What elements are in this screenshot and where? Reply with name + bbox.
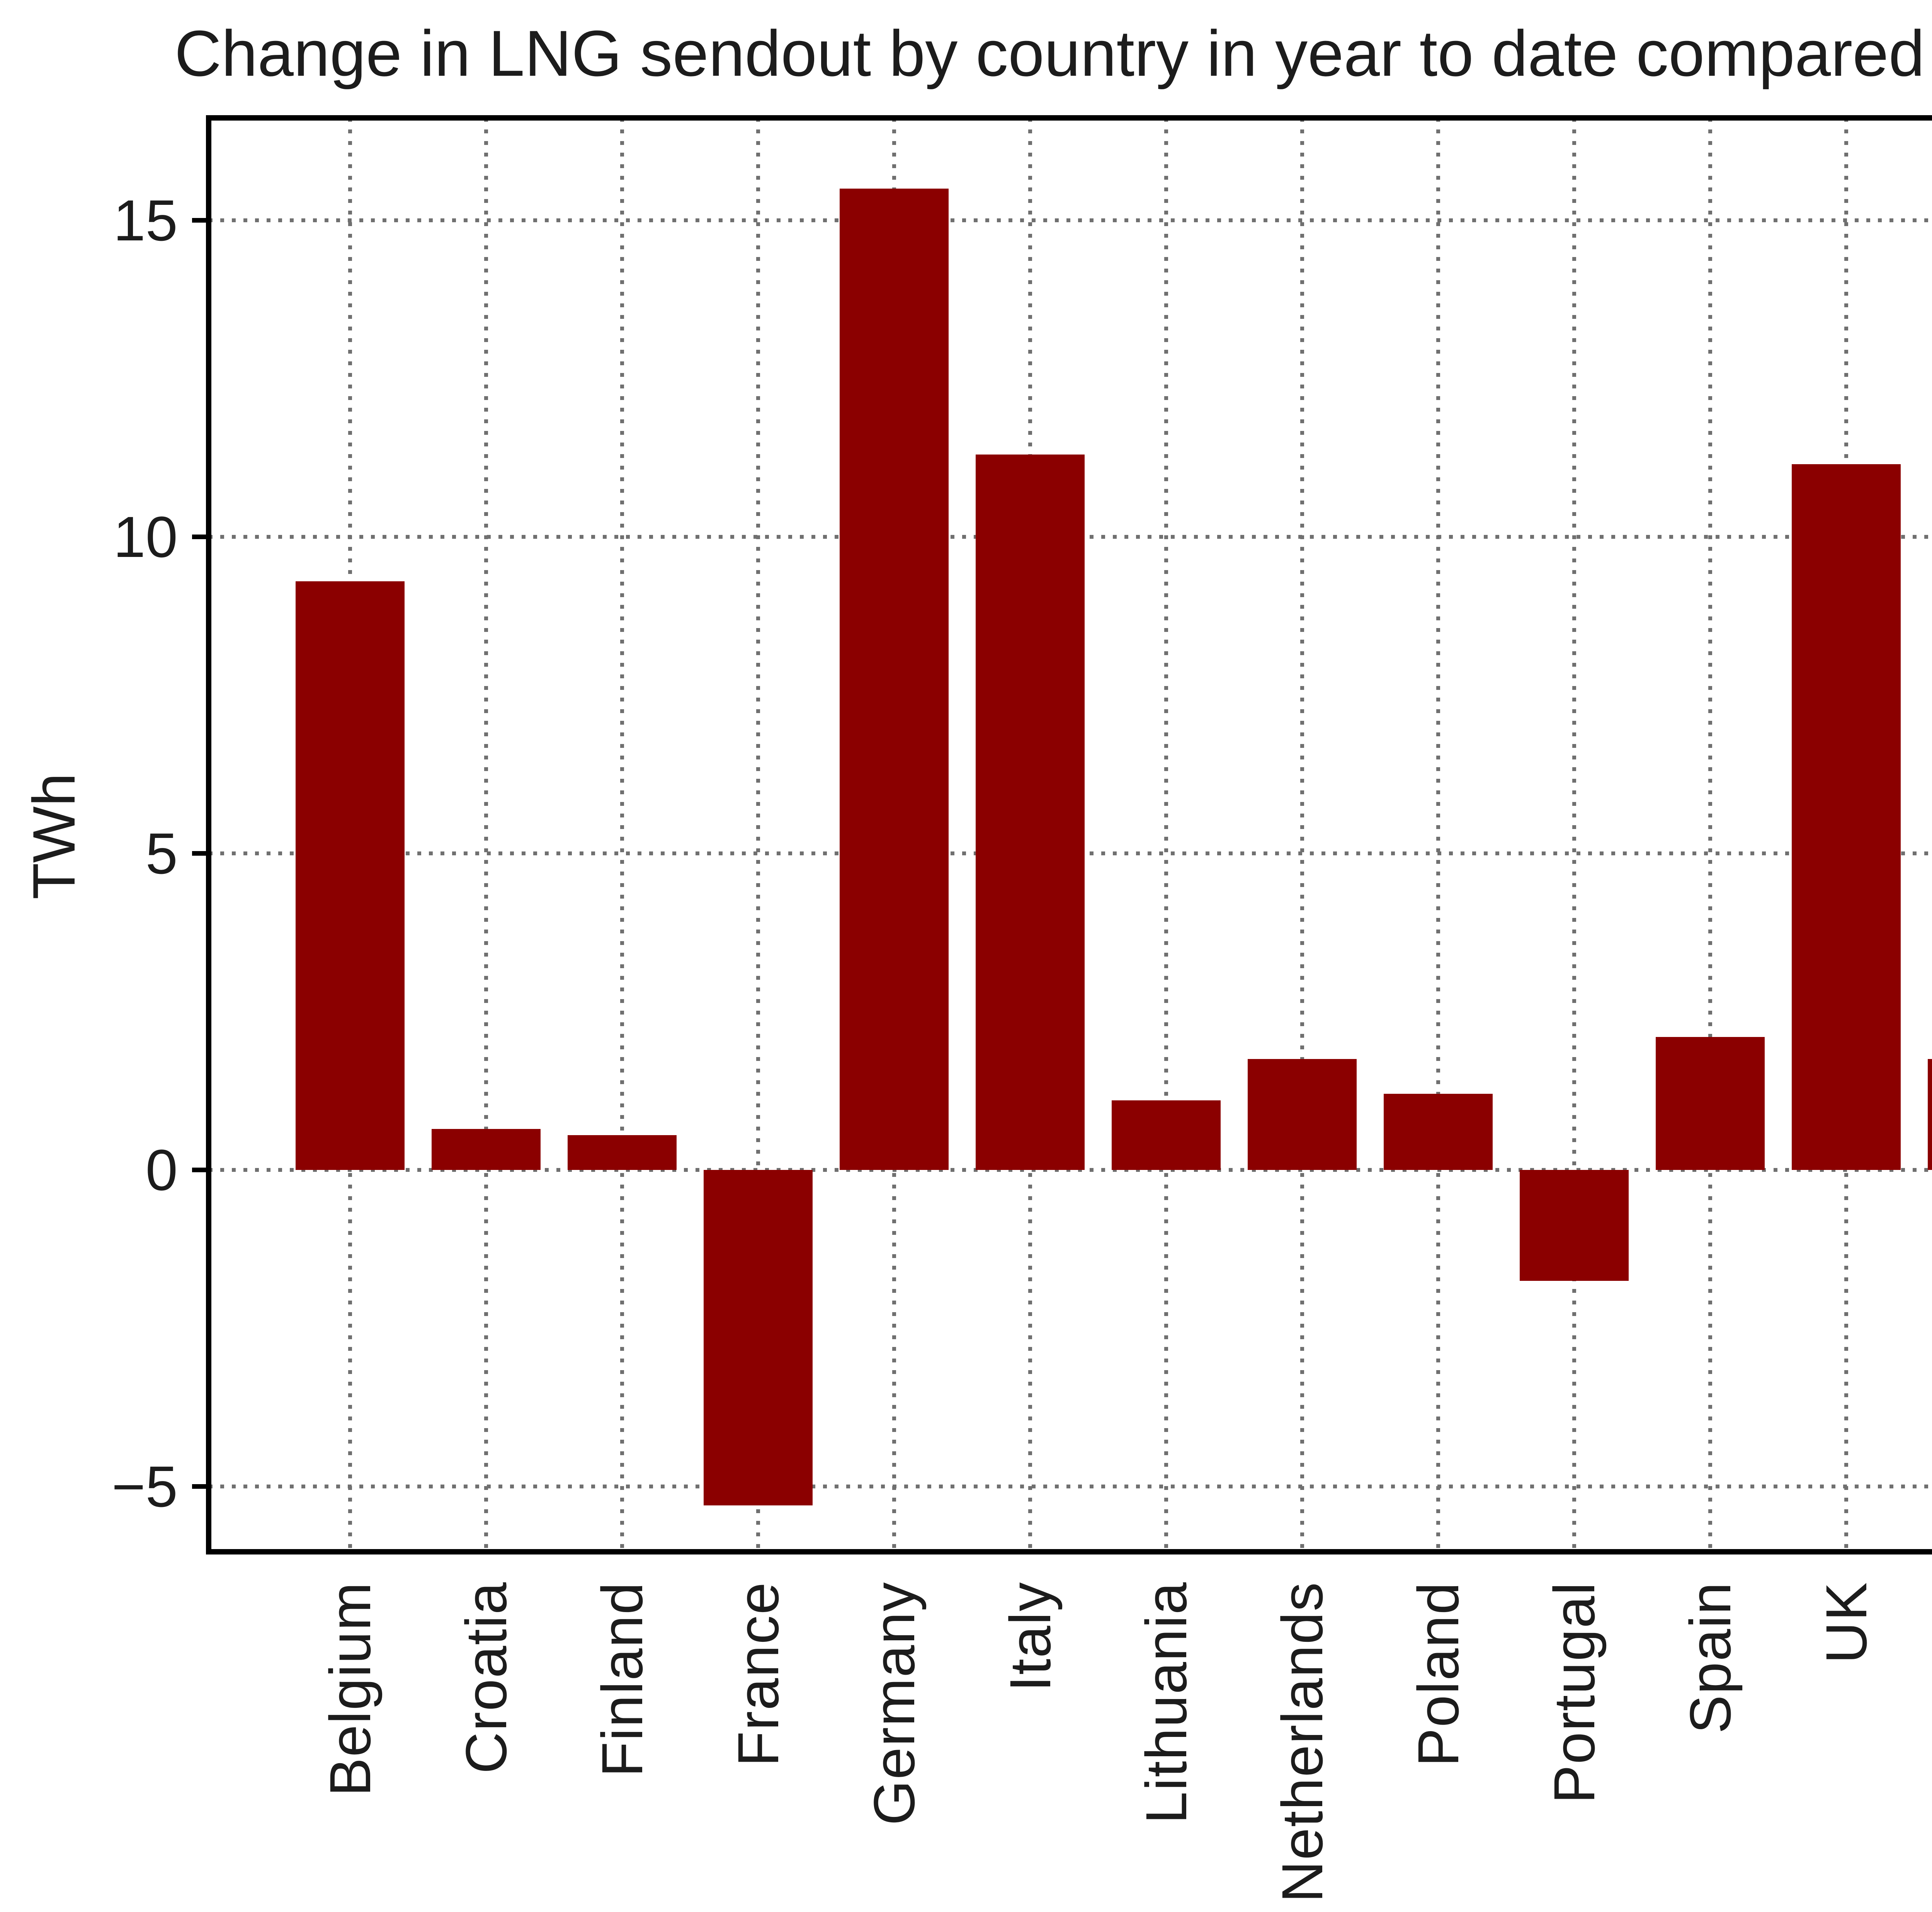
ytick-label-10: 10 <box>113 504 178 569</box>
bar-greece <box>1928 1059 1932 1170</box>
gridline-x-france <box>756 118 760 1552</box>
bar-lithuania <box>1112 1100 1221 1170</box>
xtick-label-lithuania: Lithuania <box>1134 1582 1199 1824</box>
gridline-y-0 <box>209 1168 1932 1172</box>
bar-italy <box>976 455 1085 1170</box>
gridline-x-lithuania <box>1164 118 1168 1552</box>
bar-portugal <box>1520 1170 1629 1281</box>
y-tick-5 <box>192 851 206 856</box>
xtick-label-poland: Poland <box>1406 1582 1471 1767</box>
gridline-y-15 <box>209 218 1932 222</box>
bar-spain <box>1656 1037 1765 1170</box>
chart-title: Change in LNG sendout by country in year… <box>174 17 1932 90</box>
bar-belgium <box>296 581 405 1170</box>
gridline-x-finland <box>620 118 624 1552</box>
xtick-label-germany: Germany <box>862 1582 927 1825</box>
gridline-x-spain <box>1708 118 1712 1552</box>
bar-germany <box>840 189 949 1170</box>
xtick-label-portugal: Portugal <box>1542 1582 1607 1804</box>
y-tick-15 <box>192 218 206 223</box>
xtick-label-spain: Spain <box>1678 1582 1743 1734</box>
bar-uk <box>1792 464 1901 1170</box>
xtick-label-italy: Italy <box>998 1582 1063 1692</box>
bar-croatia <box>432 1129 541 1170</box>
ytick-label--5: −5 <box>111 1454 178 1519</box>
ytick-label-15: 15 <box>113 188 178 253</box>
bar-poland <box>1384 1094 1493 1170</box>
gridline-x-portugal <box>1572 118 1576 1552</box>
xtick-label-croatia: Croatia <box>454 1582 519 1774</box>
bar-netherlands <box>1248 1059 1357 1170</box>
y-tick-0 <box>192 1168 206 1172</box>
axes-frame <box>206 115 1932 1554</box>
gridline-y--5 <box>209 1485 1932 1488</box>
xtick-label-finland: Finland <box>590 1582 655 1777</box>
gridline-x-croatia <box>484 118 488 1552</box>
gridline-x-poland <box>1436 118 1440 1552</box>
ytick-label-0: 0 <box>145 1137 178 1202</box>
bar-france <box>704 1170 813 1505</box>
xtick-label-uk: UK <box>1814 1582 1879 1664</box>
ytick-label-5: 5 <box>145 821 178 886</box>
y-tick--5 <box>192 1484 206 1489</box>
gridline-x-netherlands <box>1300 118 1304 1552</box>
xtick-label-belgium: Belgium <box>318 1582 383 1796</box>
xtick-label-netherlands: Netherlands <box>1270 1582 1335 1903</box>
bar-finland <box>568 1135 677 1170</box>
xtick-label-france: France <box>726 1582 791 1767</box>
y-tick-10 <box>192 535 206 539</box>
